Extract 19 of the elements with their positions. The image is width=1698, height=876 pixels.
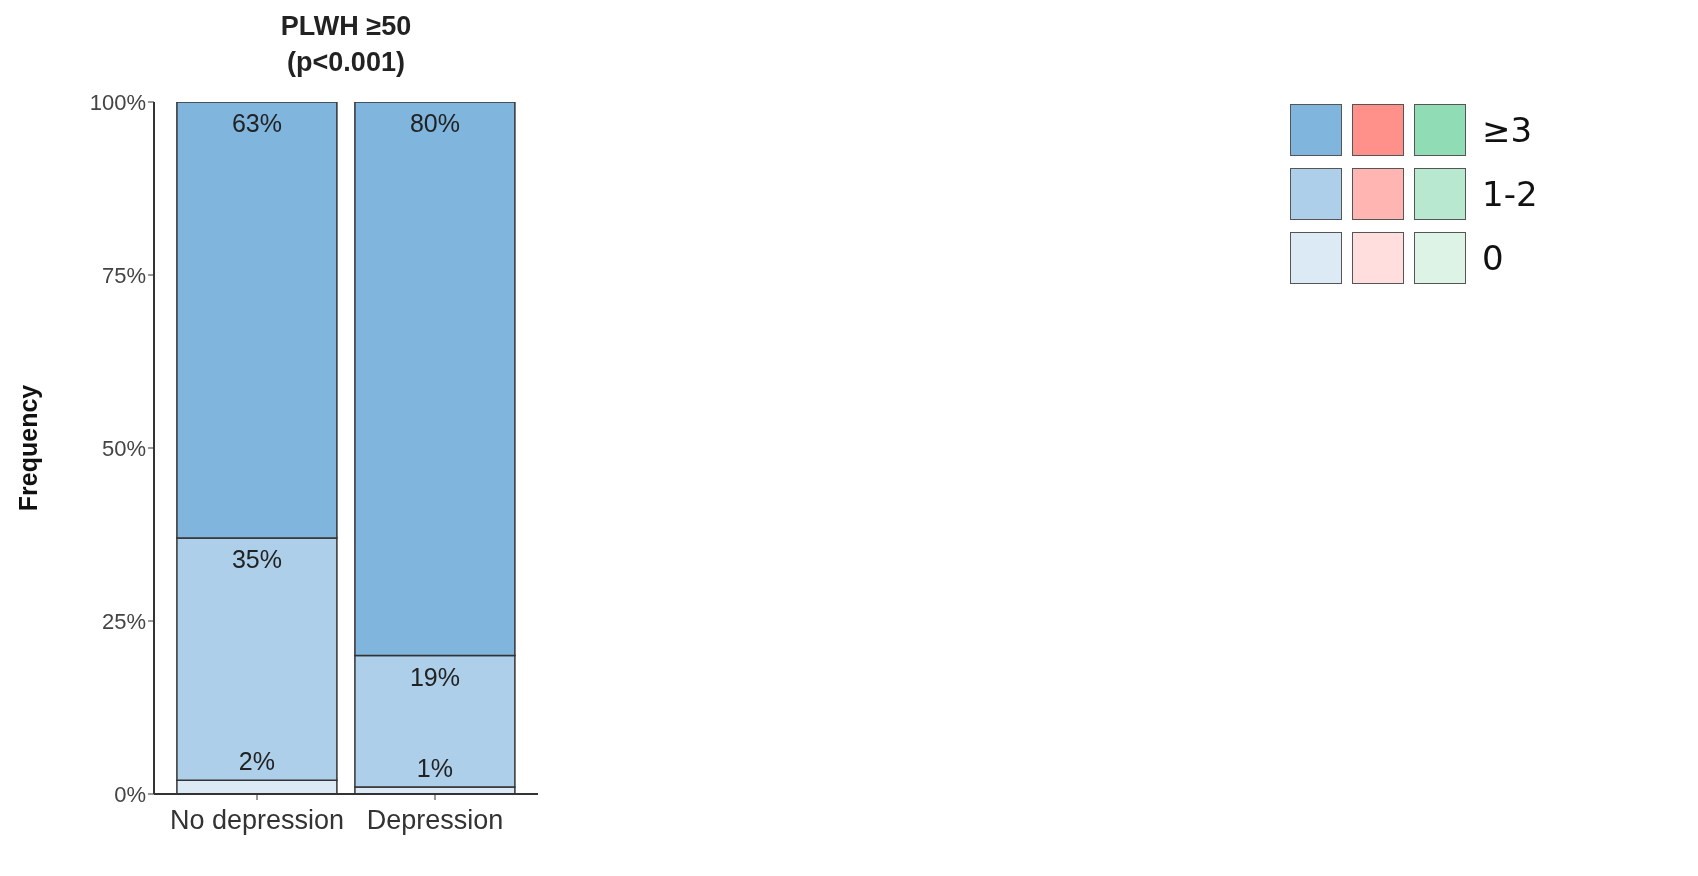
data-label: 63%	[231, 109, 282, 137]
y-tick-label: 75%	[101, 262, 146, 288]
chart-subtitle: (p<0.001)	[286, 46, 406, 79]
y-tick-label: 100%	[89, 89, 146, 115]
y-tick-label: 50%	[101, 435, 146, 461]
data-label: 1%	[416, 754, 453, 783]
legend-label: 0	[1482, 238, 1505, 278]
chart-title: PLWH ≥50	[279, 10, 413, 43]
y-tick-label: 0%	[114, 781, 146, 807]
y-axis-title: Frequency	[13, 384, 42, 512]
y-tick-label: 25%	[101, 608, 146, 634]
text: ≥3	[1482, 110, 1534, 150]
text: 1-2	[1482, 174, 1539, 214]
data-label: 35%	[231, 544, 282, 573]
data-label: 80%	[409, 109, 460, 137]
x-tick-label: Depression	[366, 805, 504, 836]
data-label: 19%	[409, 662, 460, 691]
x-tick-label: No depression	[169, 805, 345, 836]
data-label: 2%	[238, 747, 275, 776]
